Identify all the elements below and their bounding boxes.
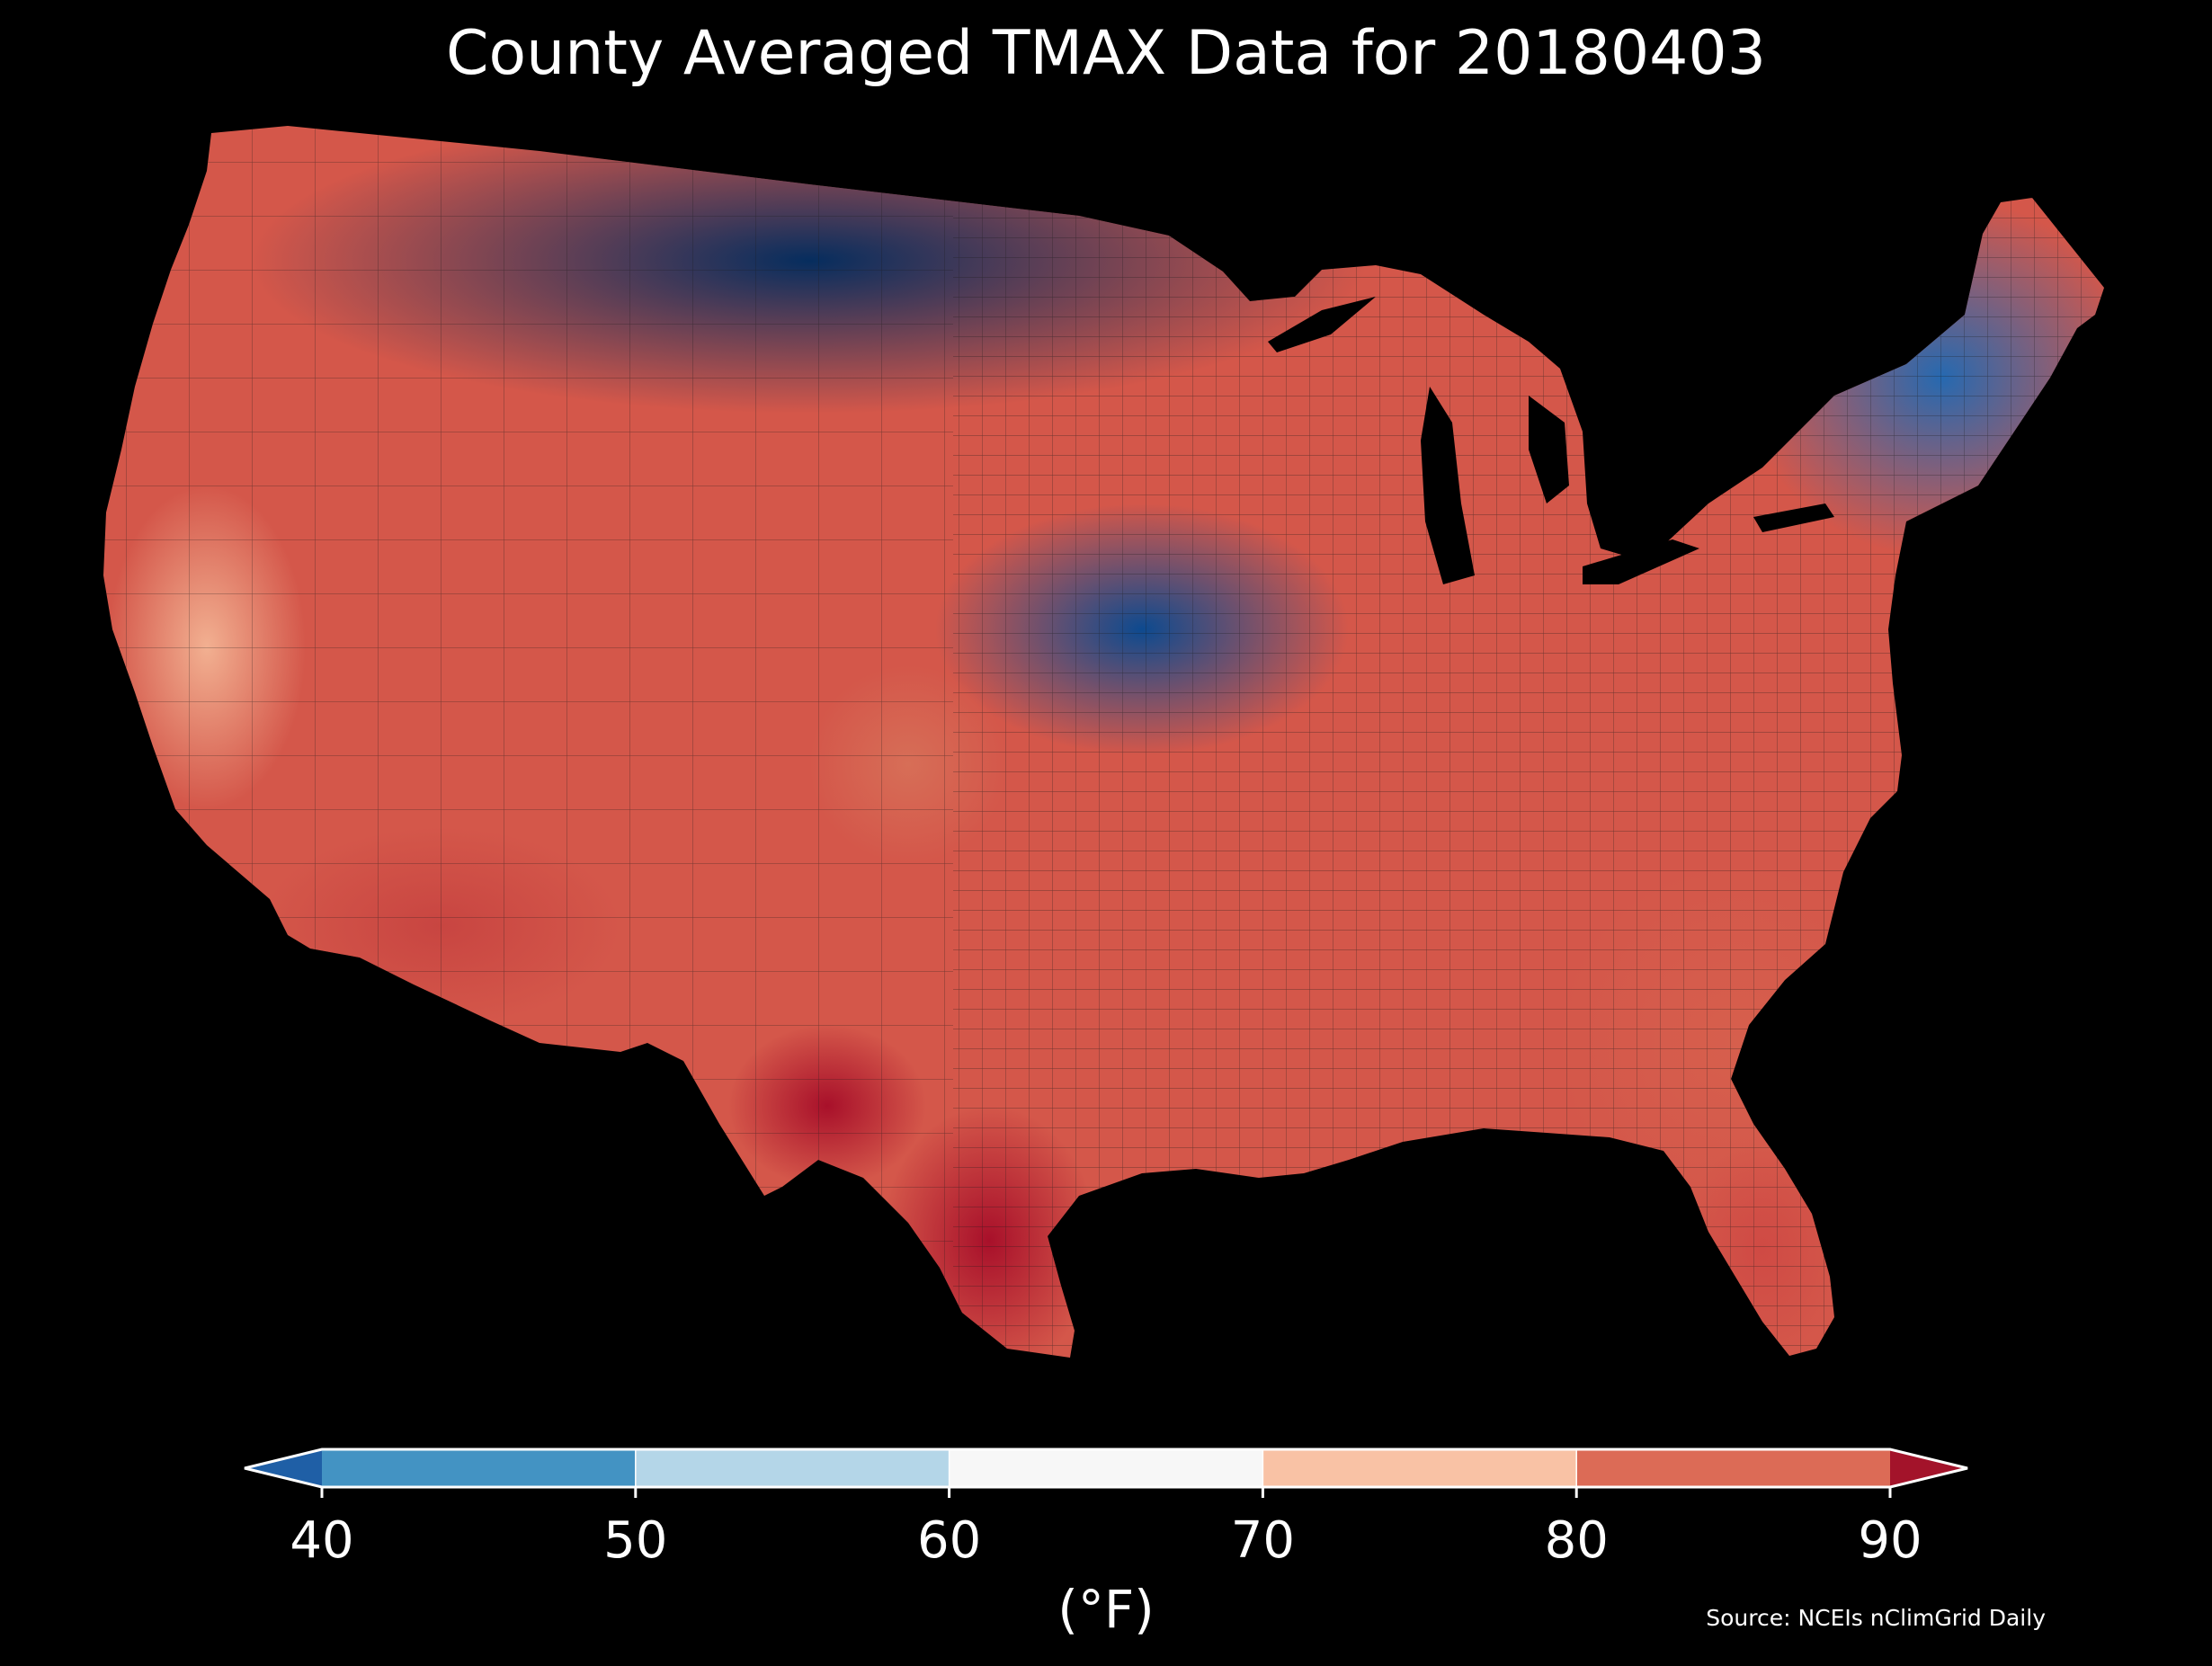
colorbar-tick-label-90: 90: [1858, 1511, 1922, 1570]
colorbar-tick-label-70: 70: [1231, 1511, 1295, 1570]
colorbar-tick-label-40: 40: [290, 1511, 353, 1570]
colorbar-bin-70-80: [1262, 1449, 1577, 1487]
colorbar-under-arrow: [245, 1449, 322, 1487]
lake-ontario: [1753, 503, 1834, 532]
colorbar-bin-50-60: [635, 1449, 950, 1487]
colorbar-tick-label-80: 80: [1545, 1511, 1609, 1570]
colorbar-bin-80-90: [1576, 1449, 1890, 1487]
lake-superior: [1268, 297, 1376, 352]
colorbar-over-arrow: [1890, 1449, 1967, 1487]
source-note: Source: NCEIs nClimGrid Daily: [1706, 1605, 2046, 1631]
colorbar-ticks: 40 50 60 70 80 90: [290, 1449, 1922, 1570]
colorbar-tick-label-60: 60: [917, 1511, 981, 1570]
map-title: County Averaged TMAX Data for 20180403: [446, 18, 1766, 89]
colorbar-tick-label-50: 50: [603, 1511, 667, 1570]
lake-huron: [1529, 396, 1569, 503]
colorbar-bin-40-50: [322, 1449, 636, 1487]
lake-michigan: [1421, 387, 1475, 584]
colorbar-bin-60-70: [949, 1449, 1263, 1487]
lake-erie: [1583, 539, 1699, 584]
colorbar: 40 50 60 70 80 90 (°F): [244, 1448, 1968, 1640]
colorbar-unit-label: (°F): [1057, 1579, 1155, 1640]
great-lakes: [1268, 297, 1834, 584]
colorbar-bins: [322, 1449, 1890, 1487]
